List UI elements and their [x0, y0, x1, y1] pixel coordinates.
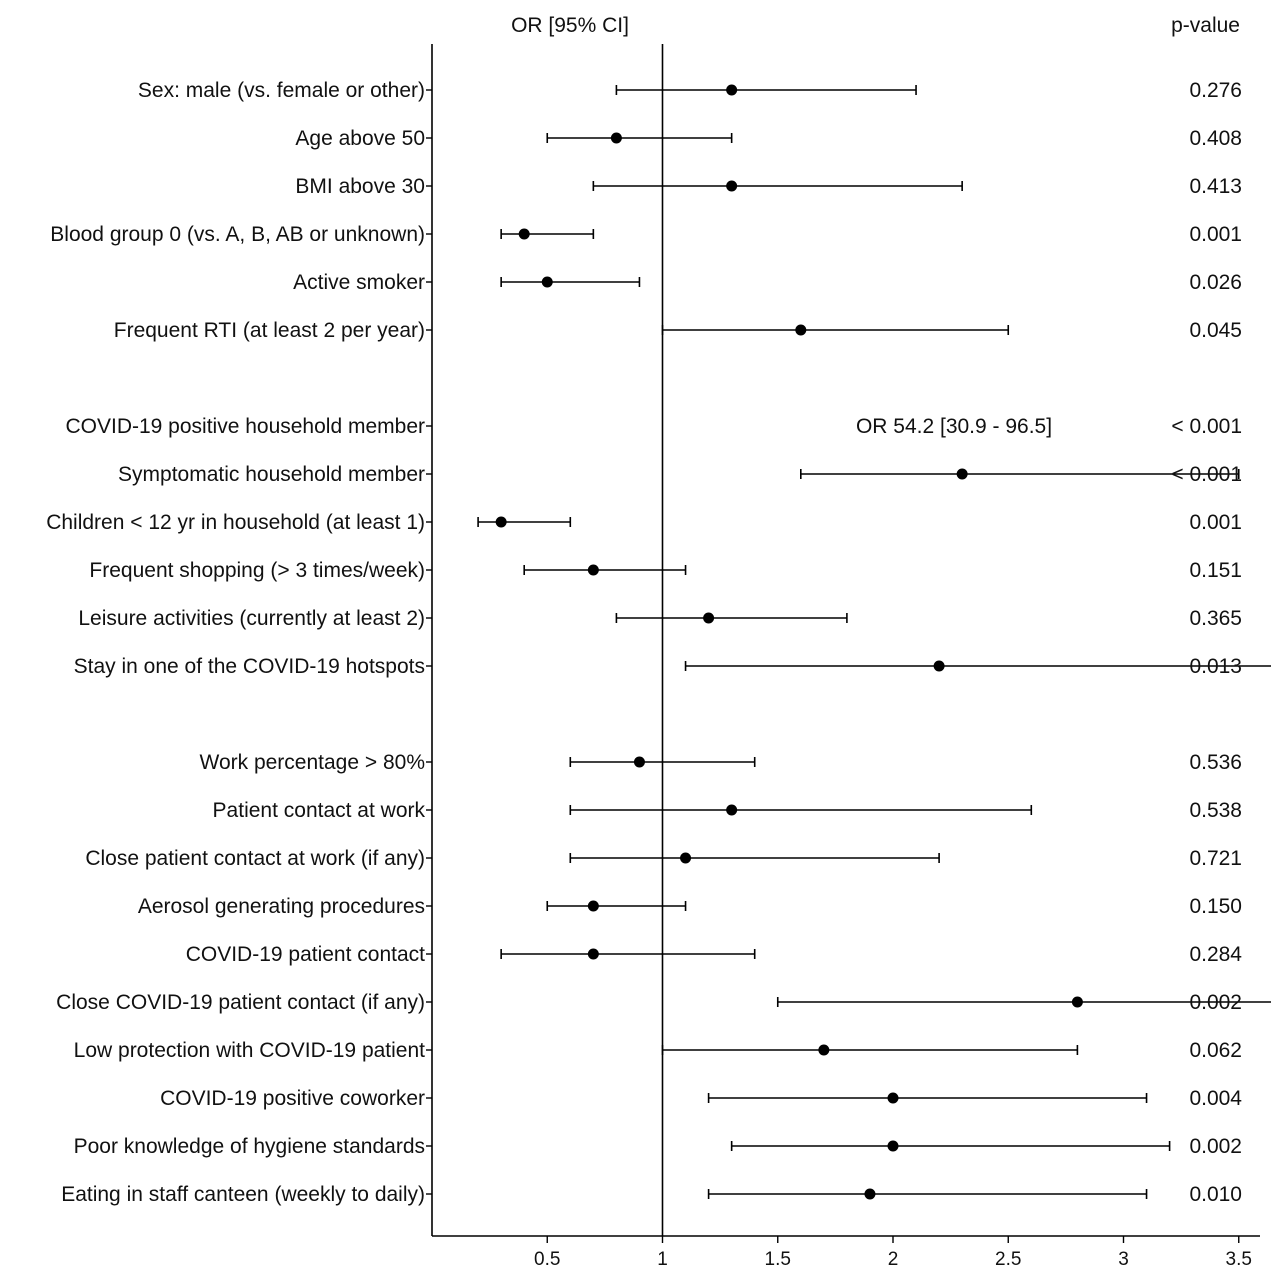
p-value: 0.002 — [1189, 1135, 1242, 1158]
forest-row: Sex: male (vs. female or other) 0.276 — [138, 79, 1242, 102]
p-value: 0.001 — [1189, 223, 1242, 246]
row-label: Low protection with COVID-19 patient — [74, 1039, 426, 1062]
forest-row: Aerosol generating procedures 0.150 — [138, 895, 1242, 918]
p-value: 0.004 — [1189, 1087, 1242, 1110]
or-point — [726, 804, 738, 816]
row-label: Stay in one of the COVID-19 hotspots — [74, 655, 425, 678]
x-tick-label: 1.5 — [765, 1249, 791, 1270]
or-point — [703, 612, 715, 624]
x-tick-label: 3 — [1118, 1249, 1129, 1270]
or-point — [587, 900, 599, 912]
p-value: 0.045 — [1189, 319, 1242, 342]
forest-row: Children < 12 yr in household (at least … — [46, 511, 1242, 534]
p-value: 0.150 — [1189, 895, 1242, 918]
or-point — [726, 84, 738, 96]
p-value: 0.001 — [1189, 511, 1242, 534]
forest-row: Poor knowledge of hygiene standards 0.002 — [74, 1135, 1242, 1158]
forest-row: Patient contact at work 0.538 — [213, 799, 1242, 822]
or-point — [864, 1188, 876, 1200]
or-point — [933, 660, 945, 672]
row-label: Close patient contact at work (if any) — [85, 847, 425, 870]
p-value: 0.013 — [1189, 655, 1242, 678]
row-label: Blood group 0 (vs. A, B, AB or unknown) — [50, 223, 425, 246]
p-value: 0.276 — [1189, 79, 1242, 102]
or-point — [633, 756, 645, 768]
row-label: Frequent RTI (at least 2 per year) — [114, 319, 425, 342]
x-tick-label: 2.5 — [995, 1249, 1021, 1270]
forest-row: Active smoker 0.026 — [293, 271, 1242, 294]
or-point — [541, 276, 553, 288]
p-value: 0.284 — [1189, 943, 1242, 966]
p-value-header: p-value — [1171, 14, 1240, 37]
or-point — [887, 1092, 899, 1104]
forest-row: Low protection with COVID-19 patient 0.06… — [74, 1039, 1242, 1062]
or-point — [956, 468, 968, 480]
row-label: Poor knowledge of hygiene standards — [74, 1135, 425, 1158]
forest-row: Eating in staff canteen (weekly to daily… — [61, 1183, 1242, 1206]
row-label: Patient contact at work — [213, 799, 426, 822]
row-label: Close COVID-19 patient contact (if any) — [56, 991, 425, 1014]
or-point — [495, 516, 507, 528]
forest-row: COVID-19 patient contact 0.284 — [186, 943, 1243, 966]
p-value: 0.538 — [1189, 799, 1242, 822]
row-label: Work percentage > 80% — [200, 751, 426, 774]
or-point — [610, 132, 622, 144]
p-value: 0.536 — [1189, 751, 1242, 774]
forest-row: BMI above 30 0.413 — [295, 175, 1242, 198]
row-label: COVID-19 patient contact — [186, 943, 425, 966]
or-point — [587, 564, 599, 576]
or-point — [1071, 996, 1083, 1008]
p-value: 0.721 — [1189, 847, 1242, 870]
row-label: Sex: male (vs. female or other) — [138, 79, 425, 102]
row-label: BMI above 30 — [295, 175, 425, 198]
p-value: 0.062 — [1189, 1039, 1242, 1062]
forest-row: Work percentage > 80% 0.536 — [200, 751, 1243, 774]
forest-row: Close patient contact at work (if any) 0.… — [85, 847, 1242, 870]
row-label: Aerosol generating procedures — [138, 895, 425, 918]
p-value: 0.151 — [1189, 559, 1242, 582]
forest-row: Frequent RTI (at least 2 per year) 0.045 — [114, 319, 1242, 342]
row-label: Symptomatic household member — [118, 463, 425, 486]
row-label: COVID-19 positive household member — [65, 415, 425, 438]
or-point — [518, 228, 530, 240]
forest-row: Stay in one of the COVID-19 hotspots 0.01… — [74, 655, 1271, 678]
forest-row: COVID-19 positive household member OR 54.… — [65, 415, 1242, 438]
or-point — [818, 1044, 830, 1056]
forest-row: Frequent shopping (> 3 times/week) 0.151 — [89, 559, 1242, 582]
row-label: Eating in staff canteen (weekly to daily… — [61, 1183, 425, 1206]
forest-row: Close COVID-19 patient contact (if any) 0… — [56, 991, 1271, 1014]
or-point — [587, 948, 599, 960]
forest-row: Blood group 0 (vs. A, B, AB or unknown) 0… — [50, 223, 1242, 246]
row-label: Leisure activities (currently at least 2… — [78, 607, 425, 630]
x-tick-label: 2 — [888, 1249, 899, 1270]
forest-row: Leisure activities (currently at least 2… — [78, 607, 1242, 630]
row-label: Children < 12 yr in household (at least … — [46, 511, 425, 534]
or-point — [795, 324, 807, 336]
p-value: 0.010 — [1189, 1183, 1242, 1206]
p-value: 0.365 — [1189, 607, 1242, 630]
row-label: COVID-19 positive coworker — [160, 1087, 425, 1110]
row-label: Active smoker — [293, 271, 425, 294]
or-point — [887, 1140, 899, 1152]
p-value: 0.002 — [1189, 991, 1242, 1014]
p-value: 0.413 — [1189, 175, 1242, 198]
or-annotation: OR 54.2 [30.9 - 96.5] — [856, 415, 1052, 438]
x-tick-label: 1 — [657, 1249, 668, 1270]
or-point — [726, 180, 738, 192]
x-tick-label: 0.5 — [534, 1249, 560, 1270]
forest-row: COVID-19 positive coworker 0.004 — [160, 1087, 1242, 1110]
p-value: 0.408 — [1189, 127, 1242, 150]
p-value: < 0.001 — [1171, 415, 1242, 438]
forest-row: Symptomatic household member < 0.001 — [118, 463, 1242, 486]
forest-row: Age above 50 0.408 — [295, 127, 1242, 150]
or-point — [680, 852, 692, 864]
row-label: Frequent shopping (> 3 times/week) — [89, 559, 425, 582]
x-tick-label: 3.5 — [1226, 1249, 1252, 1270]
p-value: < 0.001 — [1171, 463, 1242, 486]
or-ci-header: OR [95% CI] — [511, 14, 629, 37]
row-label: Age above 50 — [295, 127, 425, 150]
p-value: 0.026 — [1189, 271, 1242, 294]
